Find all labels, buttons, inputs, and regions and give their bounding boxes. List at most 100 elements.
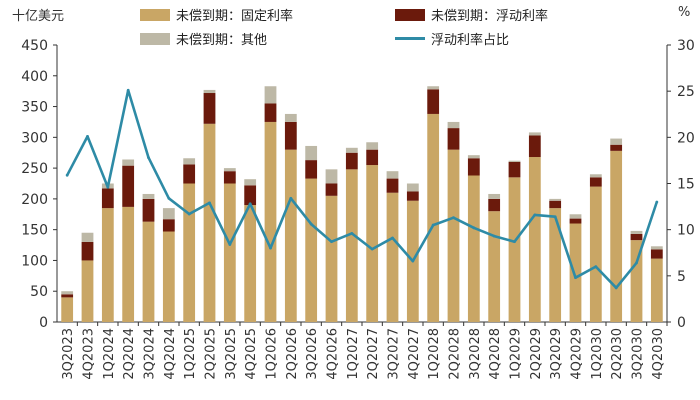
point-floating-share bbox=[208, 201, 211, 205]
point-floating-share bbox=[635, 261, 638, 265]
bar-fixed-rate bbox=[610, 150, 623, 322]
bar-fixed-rate bbox=[345, 169, 358, 322]
right-tick-label: 0 bbox=[677, 315, 686, 331]
x-tick-label: 3Q2026 bbox=[305, 328, 320, 380]
point-floating-share bbox=[106, 185, 110, 189]
right-tick-label: 15 bbox=[677, 177, 695, 193]
left-tick-label: 400 bbox=[21, 69, 48, 85]
bar-fixed-rate bbox=[488, 211, 501, 322]
bar-other bbox=[264, 86, 277, 104]
bar-fixed-rate bbox=[528, 157, 541, 322]
x-tick-label: 2Q2029 bbox=[529, 328, 544, 380]
bar-floating-rate bbox=[325, 183, 338, 196]
x-tick-label: 2Q2028 bbox=[448, 328, 463, 380]
bar-fixed-rate bbox=[244, 205, 257, 322]
left-tick-label: 300 bbox=[21, 130, 48, 146]
bar-floating-rate bbox=[81, 241, 94, 261]
point-floating-share bbox=[147, 156, 150, 160]
point-floating-share bbox=[350, 231, 354, 235]
bar-floating-rate bbox=[386, 178, 399, 193]
bar-fixed-rate bbox=[508, 177, 521, 322]
bar-fixed-rate bbox=[203, 123, 216, 323]
bar-floating-rate bbox=[406, 191, 419, 201]
x-tick-label: 3Q2023 bbox=[61, 328, 76, 380]
bar-floating-rate bbox=[610, 144, 623, 151]
bar-other bbox=[305, 145, 318, 161]
x-tick-label: 1Q2027 bbox=[346, 328, 361, 380]
bar-floating-rate bbox=[244, 185, 257, 206]
bar-other bbox=[569, 214, 582, 219]
bar-other bbox=[528, 132, 541, 136]
point-floating-share bbox=[655, 200, 659, 204]
point-floating-share bbox=[553, 215, 557, 219]
point-floating-share bbox=[126, 88, 130, 92]
point-floating-share bbox=[187, 212, 191, 216]
bar-other bbox=[244, 179, 257, 186]
point-floating-share bbox=[289, 196, 293, 200]
x-tick-label: 4Q2026 bbox=[326, 328, 341, 380]
right-axis-unit: % bbox=[678, 5, 691, 20]
right-tick-label: 10 bbox=[677, 223, 695, 239]
point-floating-share bbox=[452, 216, 455, 220]
bar-other bbox=[223, 168, 236, 172]
x-tick-label: 4Q2030 bbox=[651, 328, 666, 380]
bar-floating-rate bbox=[264, 103, 277, 122]
point-floating-share bbox=[86, 135, 89, 138]
left-tick-label: 0 bbox=[39, 315, 48, 331]
bar-floating-rate bbox=[162, 219, 175, 232]
x-tick-label: 4Q2025 bbox=[244, 328, 259, 380]
x-tick-label: 3Q2025 bbox=[224, 328, 239, 380]
bar-other bbox=[81, 232, 94, 242]
x-tick-label: 2Q2026 bbox=[285, 328, 300, 380]
x-tick-label: 1Q2026 bbox=[265, 328, 280, 380]
bar-floating-rate bbox=[305, 160, 318, 179]
bar-fixed-rate bbox=[284, 149, 297, 322]
point-floating-share bbox=[411, 259, 415, 263]
bar-floating-rate bbox=[366, 149, 379, 166]
left-tick-label: 200 bbox=[21, 192, 48, 208]
legend-item-floating-rate: 未偿到期：浮动利率 bbox=[395, 5, 548, 24]
bar-fixed-rate bbox=[101, 208, 114, 322]
bar-other bbox=[508, 160, 521, 162]
point-floating-share bbox=[614, 286, 618, 290]
bar-other bbox=[488, 193, 501, 199]
bar-other bbox=[467, 155, 480, 159]
bar-floating-rate bbox=[488, 198, 501, 212]
bar-fixed-rate bbox=[386, 192, 399, 322]
bar-fixed-rate bbox=[305, 178, 318, 322]
left-axis-unit: 十亿美元 bbox=[12, 9, 65, 24]
bar-floating-rate bbox=[589, 177, 602, 187]
legend-label-floating-rate: 未偿到期：浮动利率 bbox=[431, 9, 549, 24]
bar-other bbox=[61, 291, 74, 295]
bar-other bbox=[610, 138, 623, 145]
bar-fixed-rate bbox=[366, 165, 379, 322]
bar-other bbox=[386, 171, 399, 179]
x-tick-label: 4Q2023 bbox=[82, 328, 97, 380]
point-floating-share bbox=[248, 202, 252, 206]
bar-other bbox=[345, 147, 358, 153]
left-tick-label: 150 bbox=[21, 223, 48, 239]
bar-other bbox=[650, 246, 663, 250]
point-floating-share bbox=[492, 234, 496, 238]
x-tick-label: 3Q2030 bbox=[631, 328, 646, 380]
bar-other bbox=[122, 159, 135, 166]
x-tick-label: 1Q2024 bbox=[102, 328, 117, 380]
right-tick-label: 25 bbox=[677, 84, 695, 100]
point-floating-share bbox=[65, 173, 69, 177]
bar-floating-rate bbox=[142, 198, 155, 222]
x-tick-label: 2Q2027 bbox=[366, 328, 381, 380]
point-floating-share bbox=[269, 246, 272, 250]
legend-item-fixed-rate: 未偿到期：固定利率 bbox=[140, 5, 293, 24]
point-floating-share bbox=[228, 243, 232, 246]
bar-other bbox=[630, 230, 643, 234]
bar-fixed-rate bbox=[122, 206, 135, 322]
bar-other bbox=[447, 121, 460, 129]
bar-other bbox=[325, 169, 338, 184]
bar-other bbox=[549, 198, 562, 201]
bar-floating-rate bbox=[345, 152, 358, 170]
right-tick-label: 20 bbox=[677, 130, 695, 146]
bar-floating-rate bbox=[122, 165, 135, 207]
bar-other bbox=[427, 86, 440, 90]
point-floating-share bbox=[391, 236, 394, 240]
